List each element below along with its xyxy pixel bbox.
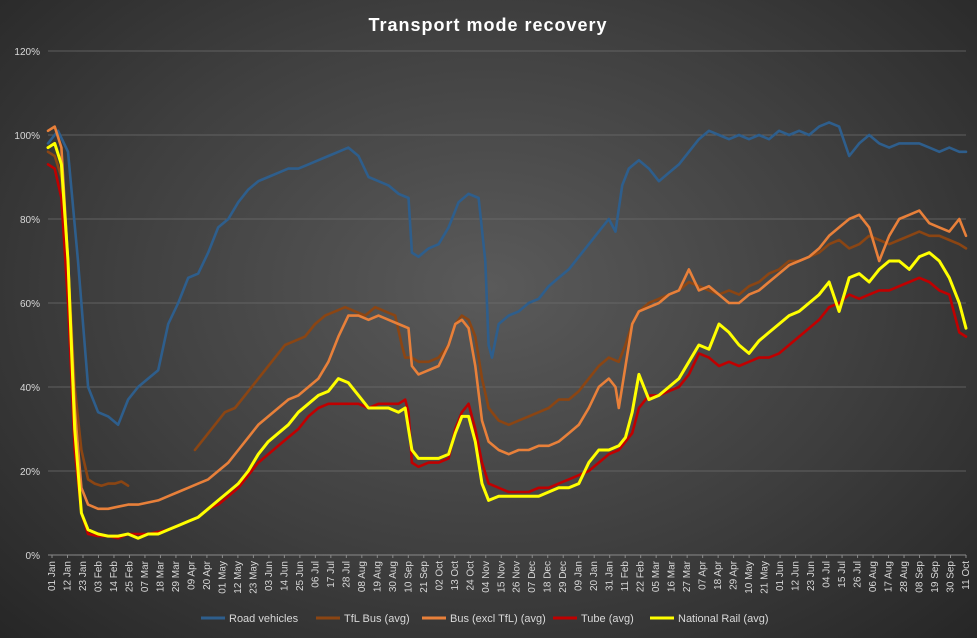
x-tick-label: 06 Aug: [868, 561, 879, 592]
x-tick-label: 08 Sep: [915, 561, 926, 593]
series-line: [46, 150, 130, 487]
x-tick-label: 30 Sep: [946, 561, 957, 593]
series-tfl-bus-avg: [46, 150, 968, 487]
series-line: [46, 163, 968, 540]
x-tick-label: 13 Oct: [450, 561, 461, 591]
x-tick-label: 02 Oct: [434, 561, 445, 591]
x-tick-label: 24 Oct: [465, 561, 476, 591]
y-tick-label: 80%: [20, 215, 40, 226]
x-tick-label: 18 Mar: [155, 560, 166, 592]
x-tick-label: 07 Dec: [527, 561, 538, 593]
x-tick-label: 12 Jan: [62, 561, 73, 591]
x-tick-label: 27 Mar: [682, 560, 693, 592]
series-line: [46, 121, 968, 427]
series-national-rail-avg: [46, 141, 968, 540]
y-tick-label: 40%: [20, 383, 40, 394]
x-tick-label: 29 Dec: [558, 561, 569, 593]
y-axis-ticks: 0% 20% 40% 60% 80% 100% 120%: [14, 47, 40, 562]
chart-title: Transport mode recovery: [368, 15, 607, 35]
legend-label: TfL Bus (avg): [344, 613, 410, 625]
x-tick-label: 26 Nov: [512, 561, 523, 593]
x-tick-label: 09 Apr: [186, 560, 197, 590]
series-road-vehicles: [46, 121, 968, 427]
x-tick-label: 12 Jun: [791, 561, 802, 591]
x-axis-ticks: 01 Jan 12 Jan 23 Jan 03 Feb 14 Feb 25 Feb 07 M…: [47, 555, 972, 594]
series-bus-excl-tfl-avg: [46, 125, 968, 511]
x-tick-label: 10 May: [744, 561, 755, 594]
x-tick-label: 29 Mar: [171, 560, 182, 592]
x-tick-label: 12 May: [233, 561, 244, 594]
x-tick-label: 05 Mar: [651, 560, 662, 592]
x-tick-label: 03 Jun: [264, 561, 275, 591]
x-tick-label: 28 Jul: [341, 561, 352, 588]
x-tick-label: 19 Aug: [372, 561, 383, 592]
y-tick-label: 100%: [14, 131, 40, 142]
x-tick-label: 01 Jan: [47, 561, 58, 591]
x-tick-label: 31 Jan: [605, 561, 616, 591]
x-tick-label: 30 Aug: [388, 561, 399, 592]
x-tick-label: 03 Feb: [93, 561, 104, 593]
series-lines: [46, 121, 968, 540]
x-tick-label: 14 Jun: [279, 561, 290, 591]
x-tick-label: 11 Feb: [620, 561, 631, 592]
x-tick-label: 23 Jun: [806, 561, 817, 591]
y-tick-label: 120%: [14, 47, 40, 58]
x-tick-label: 10 Sep: [403, 561, 414, 593]
x-tick-label: 04 Nov: [481, 561, 492, 593]
x-tick-label: 15 Nov: [496, 561, 507, 593]
y-tick-label: 20%: [20, 467, 40, 478]
x-tick-label: 19 Sep: [930, 561, 941, 593]
x-tick-label: 01 May: [217, 561, 228, 594]
x-tick-label: 17 Jul: [326, 561, 337, 588]
x-tick-label: 04 Jul: [822, 561, 833, 588]
x-tick-label: 08 Aug: [357, 561, 368, 592]
x-tick-label: 18 Apr: [713, 560, 724, 590]
x-tick-label: 22 Feb: [636, 561, 647, 593]
x-tick-label: 21 Sep: [419, 561, 430, 593]
x-tick-label: 17 Aug: [884, 561, 895, 592]
x-tick-label: 14 Feb: [109, 561, 120, 593]
series-line: [46, 141, 968, 540]
legend-label: Bus (excl TfL) (avg): [450, 613, 546, 625]
x-tick-label: 28 Aug: [899, 561, 910, 592]
x-tick-label: 20 Apr: [202, 560, 213, 590]
x-tick-label: 26 Jul: [853, 561, 864, 588]
x-tick-label: 06 Jul: [310, 561, 321, 588]
x-tick-label: 20 Jan: [589, 561, 600, 591]
legend-label: National Rail (avg): [678, 613, 768, 625]
legend: Road vehicles TfL Bus (avg) Bus (excl TfL)…: [201, 613, 768, 625]
y-tick-label: 0%: [26, 551, 41, 562]
x-tick-label: 15 Jul: [837, 561, 848, 588]
x-tick-label: 07 Apr: [698, 560, 709, 590]
series-tube-avg: [46, 163, 968, 540]
legend-label: Road vehicles: [229, 613, 299, 625]
x-tick-label: 21 May: [760, 561, 771, 594]
series-line: [193, 230, 968, 452]
x-tick-label: 23 Jan: [78, 561, 89, 591]
x-tick-label: 16 Mar: [667, 560, 678, 592]
x-tick-label: 29 Apr: [729, 560, 740, 590]
x-tick-label: 25 Feb: [124, 561, 135, 593]
x-tick-label: 18 Dec: [543, 561, 554, 593]
series-line: [46, 125, 968, 511]
x-tick-label: 07 Mar: [140, 560, 151, 592]
x-tick-label: 11 Oct: [961, 561, 972, 590]
x-tick-label: 01 Jun: [775, 561, 786, 591]
x-tick-label: 25 Jun: [295, 561, 306, 591]
x-tick-label: 23 May: [248, 561, 259, 594]
grid-lines: [48, 50, 966, 556]
legend-label: Tube (avg): [581, 613, 634, 625]
x-tick-label: 09 Jan: [574, 561, 585, 591]
y-tick-label: 60%: [20, 299, 40, 310]
